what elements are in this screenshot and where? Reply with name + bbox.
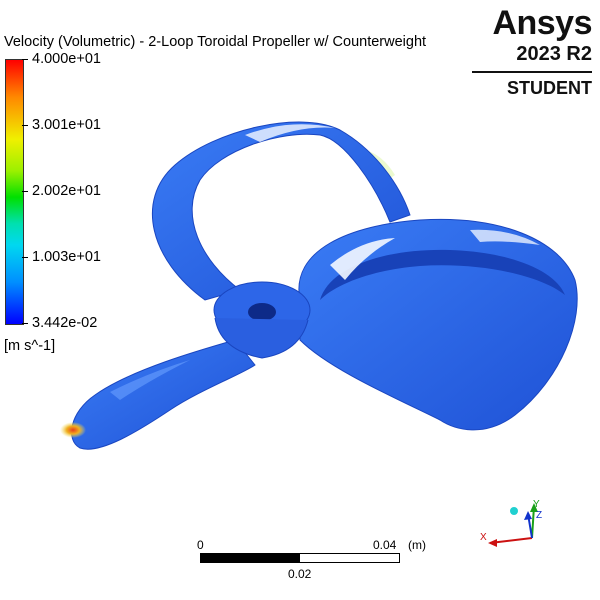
right-loop-inner bbox=[320, 249, 565, 300]
brand-name: Ansys bbox=[492, 4, 592, 42]
legend-tick-min bbox=[22, 323, 28, 324]
axis-z-label: Z bbox=[536, 510, 542, 521]
brand-divider bbox=[472, 71, 592, 73]
legend-max-label: 4.000e+01 bbox=[32, 51, 101, 67]
counterweight-sheen bbox=[110, 360, 190, 400]
legend-tick-max bbox=[22, 59, 28, 60]
legend-tick4-label: 1.003e+01 bbox=[32, 249, 101, 265]
legend-tick2-label: 3.001e+01 bbox=[32, 117, 101, 133]
legend-tick-4 bbox=[22, 257, 28, 258]
legend-min-label: 3.442e-02 bbox=[32, 315, 98, 331]
scale-zero-label: 0 bbox=[197, 538, 204, 552]
axis-x-label: X bbox=[480, 532, 487, 543]
scale-bar-black-segment bbox=[201, 554, 300, 562]
axis-triad: X Y Z bbox=[480, 499, 542, 547]
ansys-logo: Ansys 2023 R2 STUDENT bbox=[472, 4, 593, 98]
scale-mid-label: 0.02 bbox=[288, 567, 312, 581]
brand-version: 2023 R2 bbox=[516, 43, 592, 65]
right-loop-highlight bbox=[330, 238, 395, 280]
legend-tick-3 bbox=[22, 191, 28, 192]
scale-max-label: 0.04 bbox=[373, 538, 397, 552]
upper-loop-highlight bbox=[245, 124, 335, 142]
legend-tick3-label: 2.002e+01 bbox=[32, 183, 101, 199]
scale-unit-label: (m) bbox=[408, 538, 426, 552]
velocity-color-legend bbox=[5, 59, 24, 325]
right-loop-highlight-2 bbox=[470, 229, 540, 245]
upper-loop-blade bbox=[152, 121, 411, 301]
legend-tick-2 bbox=[22, 125, 28, 126]
hub-bore bbox=[248, 303, 276, 321]
hub-side bbox=[214, 317, 309, 359]
axis-y-label: Y bbox=[533, 499, 540, 510]
legend-units: [m s^-1] bbox=[4, 338, 56, 354]
scale-bar bbox=[200, 553, 400, 563]
counterweight-blade bbox=[71, 339, 256, 450]
plot-title: Velocity (Volumetric) - 2-Loop Toroidal … bbox=[4, 34, 427, 50]
leading-edge-hot-spot bbox=[60, 422, 86, 438]
brand-edition: STUDENT bbox=[507, 78, 592, 98]
